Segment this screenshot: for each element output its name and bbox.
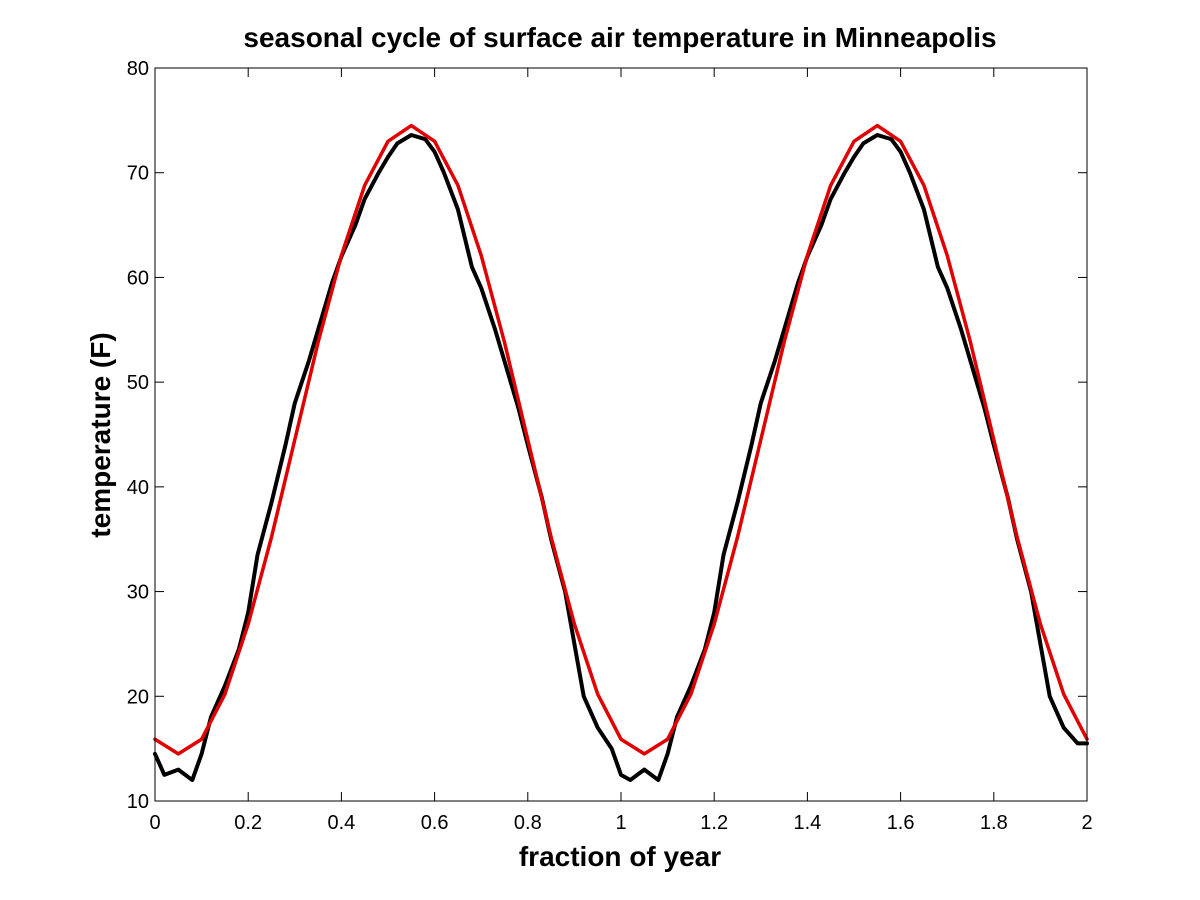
y-tick-label: 30: [127, 582, 149, 604]
x-tick-label: 1.8: [980, 812, 1008, 834]
y-tick-label: 60: [127, 267, 149, 289]
x-tick-label: 0.2: [234, 812, 262, 834]
x-tick-label: 0: [149, 812, 160, 834]
y-tick-label: 50: [127, 372, 149, 394]
y-tick-label: 70: [127, 163, 149, 185]
y-tick-label: 40: [127, 477, 149, 499]
y-tick-label: 20: [127, 686, 149, 708]
x-tick-label: 1.4: [793, 812, 821, 834]
x-tick-label: 1.6: [887, 812, 915, 834]
y-tick-label: 10: [127, 791, 149, 813]
x-tick-label: 1: [615, 812, 626, 834]
y-tick-label: 80: [127, 58, 149, 80]
plot-area: 0 0.2 0.4 0.6 0.8 1 1.2 1.4 1.6 1.8 2 10 20 30 40 50 60 7…: [127, 58, 1093, 834]
x-tick-label: 0.8: [514, 812, 542, 834]
x-tick-label: 0.6: [421, 812, 449, 834]
series-line-2: [153, 123, 1089, 756]
x-axis-label: fraction of year: [519, 841, 721, 872]
x-tick-label: 0.4: [327, 812, 355, 834]
x-tick-label: 2: [1081, 812, 1092, 834]
chart-title: seasonal cycle of surface air temperatur…: [243, 22, 996, 53]
x-tick-label: 1.2: [700, 812, 728, 834]
series-line-1: [153, 133, 1089, 783]
y-axis-label: temperature (F): [85, 332, 116, 537]
